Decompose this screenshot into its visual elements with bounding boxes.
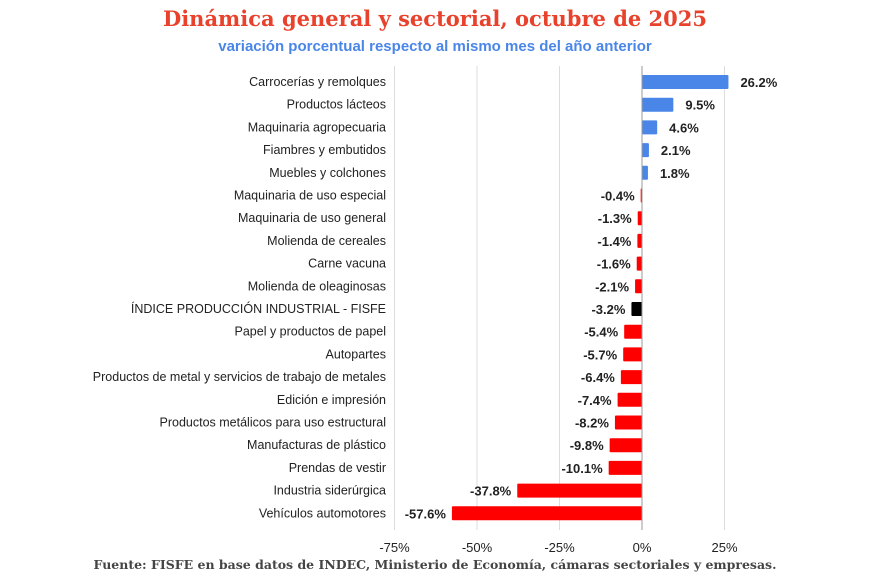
- category-label: Maquinaria agropecuaria: [248, 120, 386, 134]
- data-label: 4.6%: [669, 120, 699, 135]
- category-label: Papel y productos de papel: [235, 325, 387, 339]
- x-tick-label: -50%: [462, 540, 493, 555]
- bar: [642, 75, 729, 89]
- data-label: -7.4%: [578, 393, 612, 408]
- chart-title: Dinámica general y sectorial, octubre de…: [162, 6, 708, 31]
- category-label: Maquinaria de uso general: [238, 211, 386, 225]
- data-label: -1.3%: [598, 211, 632, 226]
- bar: [623, 347, 642, 362]
- category-label: Fiambres y embutidos: [263, 143, 386, 157]
- data-label: -8.2%: [575, 416, 609, 431]
- bar: [517, 483, 642, 498]
- bar: [642, 120, 658, 135]
- bar: [624, 324, 642, 339]
- bar: [631, 302, 642, 316]
- category-label: Molienda de oleaginosas: [248, 279, 386, 293]
- data-label: -5.4%: [584, 325, 618, 340]
- category-label: Industria siderúrgica: [273, 484, 386, 498]
- bar: [637, 211, 642, 226]
- category-label: Productos metálicos para uso estructural: [160, 416, 387, 430]
- x-tick-label: 0%: [633, 540, 652, 555]
- category-label: ÍNDICE PRODUCCIÓN INDUSTRIAL - FISFE: [131, 301, 386, 316]
- category-label: Edición e impresión: [277, 393, 386, 407]
- data-label: -0.4%: [601, 189, 635, 204]
- data-label: -2.1%: [595, 279, 629, 294]
- bar: [642, 97, 674, 112]
- bar: [451, 506, 642, 521]
- data-label: 1.8%: [660, 166, 690, 181]
- category-label: Productos de metal y servicios de trabaj…: [93, 370, 386, 384]
- data-label: -37.8%: [470, 484, 512, 499]
- category-label: Carrocerías y remolques: [249, 75, 386, 89]
- bar: [620, 370, 642, 385]
- data-label: 26.2%: [740, 75, 777, 90]
- data-label: -1.4%: [597, 234, 631, 249]
- bar: [642, 143, 649, 158]
- x-tick-label: 25%: [711, 540, 737, 555]
- data-label: 2.1%: [661, 143, 691, 158]
- data-label: -57.6%: [405, 506, 447, 521]
- data-label: -1.6%: [597, 257, 631, 272]
- data-label: -3.2%: [591, 302, 625, 317]
- category-label: Molienda de cereales: [267, 234, 386, 248]
- x-tick-label: -75%: [379, 540, 410, 555]
- data-label: -10.1%: [561, 461, 603, 476]
- data-label: -9.8%: [570, 438, 604, 453]
- category-label: Manufacturas de plástico: [247, 438, 386, 452]
- bar: [636, 256, 642, 271]
- bar: [614, 415, 642, 430]
- bar: [608, 460, 642, 475]
- x-tick-label: -25%: [544, 540, 575, 555]
- category-label: Vehículos automotores: [259, 506, 386, 520]
- data-label: -5.7%: [583, 347, 617, 362]
- category-label: Carne vacuna: [308, 257, 386, 271]
- category-label: Productos lácteos: [287, 98, 386, 112]
- data-label: 9.5%: [685, 98, 715, 113]
- category-label: Prendas de vestir: [289, 461, 386, 475]
- chart-subtitle: variación porcentual respecto al mismo m…: [218, 38, 652, 55]
- data-label: -6.4%: [581, 370, 615, 385]
- category-label: Muebles y colchones: [269, 166, 386, 180]
- bar: [635, 279, 642, 294]
- bar: [642, 165, 648, 180]
- category-label: Autopartes: [326, 347, 386, 361]
- bar: [637, 233, 642, 248]
- bar: [617, 392, 642, 407]
- category-label: Maquinaria de uso especial: [234, 189, 386, 203]
- source-footer: Fuente: FISFE en base datos de INDEC, Mi…: [93, 557, 777, 572]
- bar: [609, 438, 642, 453]
